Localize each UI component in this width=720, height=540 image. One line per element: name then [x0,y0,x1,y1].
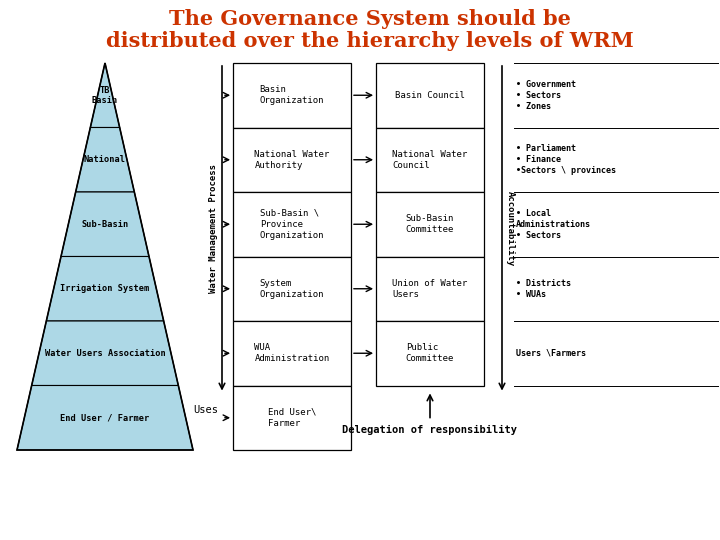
Bar [376,127,484,192]
Text: Basin Council: Basin Council [395,91,465,100]
Bar [233,386,351,450]
Bar [376,63,484,127]
Text: Delegation of responsibility: Delegation of responsibility [343,424,518,435]
Bar [233,63,351,127]
Text: Sub-Basin \
Province
Organization: Sub-Basin \ Province Organization [260,208,324,240]
Polygon shape [46,256,163,321]
Bar [376,321,484,386]
Bar [233,256,351,321]
Polygon shape [17,386,193,450]
Text: National: National [84,156,126,164]
Text: Users \Farmers: Users \Farmers [516,349,586,357]
Text: • Local
Administrations
• Sectors: • Local Administrations • Sectors [516,208,591,240]
Text: Union of Water
Users: Union of Water Users [392,279,467,299]
Text: Sub-Basin: Sub-Basin [81,220,129,229]
Text: End User / Farmer: End User / Farmer [60,413,150,422]
Bar [376,192,484,256]
Bar [233,127,351,192]
Bar [376,256,484,321]
Polygon shape [61,192,149,256]
Text: Public
Committee: Public Committee [406,343,454,363]
Text: The Governance System should be: The Governance System should be [169,9,571,29]
Text: Irrigation System: Irrigation System [60,284,150,293]
Text: Uses: Uses [193,405,218,415]
Text: Basin
Organization: Basin Organization [260,85,324,105]
Text: Water Management Process: Water Management Process [209,164,217,293]
Text: Water Users Association: Water Users Association [45,349,166,357]
Bar [233,192,351,256]
Polygon shape [76,127,135,192]
Text: distributed over the hierarchy levels of WRM: distributed over the hierarchy levels of… [106,31,634,51]
Text: WUA
Administration: WUA Administration [254,343,330,363]
Text: End User\
Farmer: End User\ Farmer [268,408,316,428]
Text: National Water
Council: National Water Council [392,150,467,170]
Text: • Government
• Sectors
• Zones: • Government • Sectors • Zones [516,79,576,111]
Text: • Districts
• WUAs: • Districts • WUAs [516,279,571,299]
Polygon shape [90,63,120,127]
Text: National Water
Authority: National Water Authority [254,150,330,170]
Text: Accountability: Accountability [505,191,515,266]
Text: Sub-Basin
Committee: Sub-Basin Committee [406,214,454,234]
Text: System
Organization: System Organization [260,279,324,299]
Text: • Parliament
• Finance
•Sectors \ provinces: • Parliament • Finance •Sectors \ provin… [516,144,616,176]
Bar [233,321,351,386]
Polygon shape [32,321,179,386]
Text: TB
Basin: TB Basin [92,85,118,105]
